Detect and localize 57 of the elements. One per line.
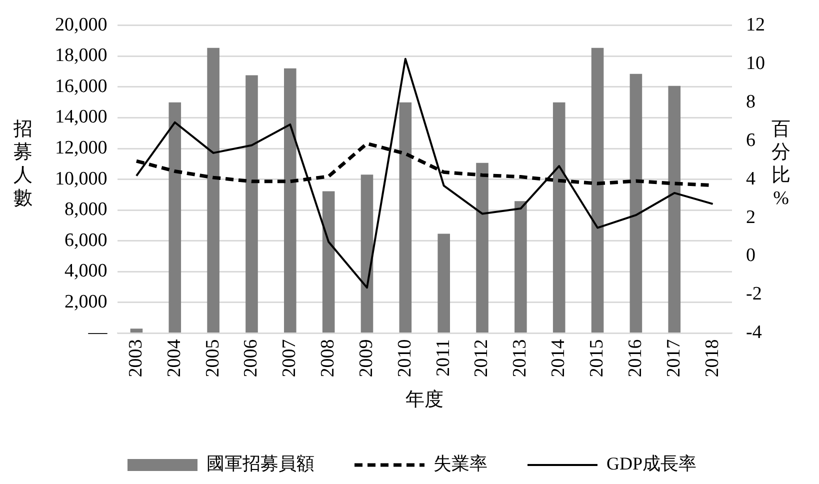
y2-tick-label: 4 (746, 168, 756, 190)
bar (168, 102, 182, 332)
x-tick-label: 2017 (663, 339, 684, 378)
x-tick-label: 2003 (125, 339, 146, 378)
x-tick-label: 2005 (202, 339, 224, 378)
y-tick-label: — (87, 322, 108, 344)
y-tick-label: 18,000 (55, 45, 108, 66)
y2-tick-label: -4 (746, 322, 762, 344)
bar (399, 102, 412, 332)
bar (322, 191, 335, 332)
y2-tick-label: 2 (746, 206, 756, 228)
x-tick-label: 2016 (624, 339, 646, 378)
y2-tick-label: 12 (746, 14, 765, 36)
y-tick-label: 12,000 (55, 138, 108, 159)
y-tick-label: 6,000 (64, 230, 108, 251)
x-tick-label: 2013 (510, 339, 531, 378)
legend-label: GDP成長率 (606, 454, 697, 474)
y-tick-label: 4,000 (64, 260, 108, 282)
legend-label: 國軍招募員額 (206, 454, 314, 474)
bar (552, 102, 566, 332)
x-tick-label: 2009 (356, 339, 377, 378)
x-tick-label: 2010 (394, 339, 416, 378)
y-axis-title: 招募人數 (12, 118, 34, 210)
x-tick-label: 2004 (164, 338, 185, 378)
x-tick-label: 2011 (432, 339, 454, 376)
y2-tick-label: 0 (746, 245, 756, 266)
y2-tick-label: 10 (746, 52, 765, 74)
x-tick-label: 2006 (240, 339, 262, 378)
y-tick-label: 2,000 (64, 291, 108, 312)
x-tick-label: 2008 (318, 339, 339, 378)
y2-tick-label: 8 (746, 91, 756, 112)
x-tick-label: 2015 (586, 339, 608, 378)
bar (514, 201, 527, 332)
bar (360, 174, 374, 332)
bar (668, 86, 681, 332)
x-tick-label: 2014 (548, 338, 570, 378)
bar (246, 75, 258, 332)
bar (476, 162, 488, 332)
x-axis-title: 年度 (406, 388, 444, 411)
y-tick-label: 20,000 (55, 14, 108, 36)
bar (284, 68, 296, 332)
y2-tick-label: -2 (746, 284, 762, 305)
bar (630, 74, 642, 332)
bar (130, 328, 143, 332)
y2-tick-label: 6 (746, 130, 756, 151)
x-tick-label: 2018 (702, 339, 723, 378)
legend-label: 失業率 (433, 454, 488, 474)
bar (438, 234, 450, 332)
y-tick-label: 10,000 (55, 168, 108, 190)
x-tick-label: 2007 (279, 339, 300, 378)
y-tick-label: 8,000 (64, 199, 108, 220)
bar (207, 48, 220, 332)
y-tick-label: 16,000 (55, 76, 108, 97)
bar (591, 48, 604, 332)
x-tick-label: 2012 (471, 339, 492, 378)
y-tick-label: 14,000 (55, 106, 108, 128)
y2-axis-title: 百分比% (770, 118, 792, 210)
